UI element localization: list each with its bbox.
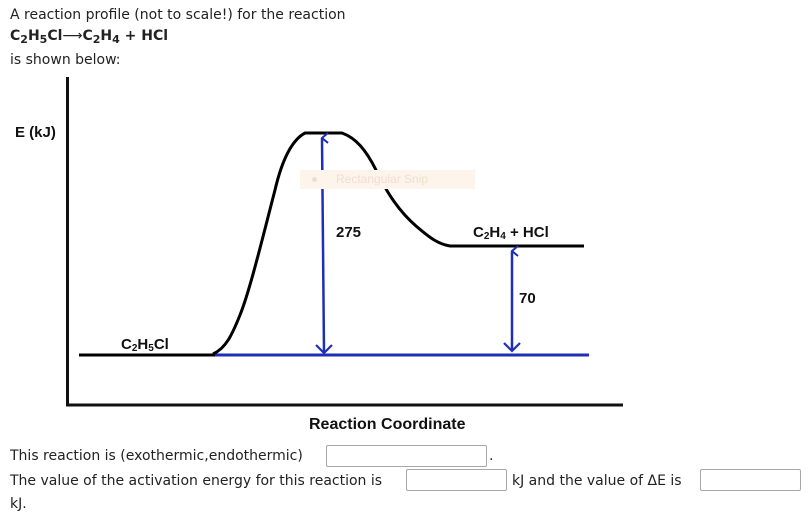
snip-watermark: Rectangular Snip (300, 170, 475, 189)
y-axis-label: E (kJ) (15, 124, 56, 141)
intro-line-3: is shown below: (10, 52, 121, 68)
energy-curve (212, 131, 584, 356)
reactant-label: C2H5Cl (121, 336, 169, 354)
question-3-unit: kJ. (10, 496, 27, 512)
reaction-arrow-icon: ⟶ (62, 28, 83, 44)
question-1-text: This reaction is (exothermic,endothermic… (10, 448, 303, 464)
reaction-type-input[interactable] (326, 445, 487, 467)
question-2-text: The value of the activation energy for t… (10, 473, 383, 489)
activation-energy-input[interactable] (406, 469, 507, 491)
delta-e-value: 70 (519, 290, 536, 307)
delta-e-input[interactable] (700, 469, 801, 491)
question-1-period: . (489, 448, 494, 464)
x-axis-label: Reaction Coordinate (309, 416, 466, 433)
question-2-after: kJ and the value of ΔE is (512, 473, 682, 489)
product-label: C2H4 + HCl (473, 224, 549, 242)
snip-icon (312, 177, 317, 182)
activation-energy-value: 275 (336, 224, 362, 241)
intro-line: A reaction profile (not to scale!) for t… (10, 7, 346, 23)
reaction-equation: C2H5Cl⟶C2H4 + HCl (10, 28, 169, 46)
